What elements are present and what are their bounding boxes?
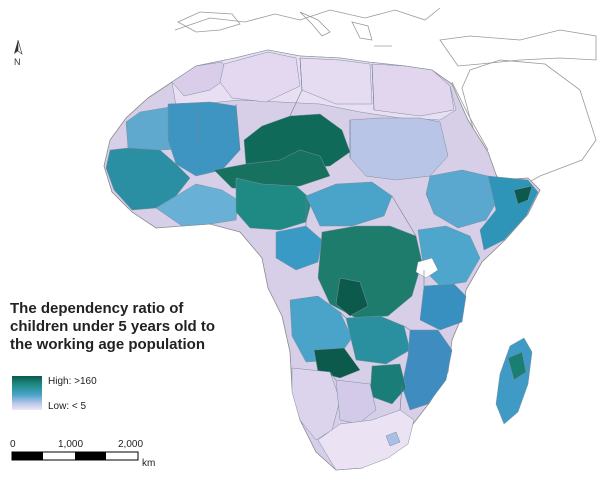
legend-high-label: High: >160 [48, 376, 97, 387]
red-sea-line [451, 81, 489, 151]
legend-title-line: The dependency ratio of [10, 300, 184, 317]
legend-color-ramp [12, 376, 42, 410]
italy-outline [299, 11, 331, 37]
legend-title: The dependency ratio of children under 5… [10, 300, 240, 354]
iberia-outline [177, 11, 241, 33]
legend-title-line: children under 5 years old to [10, 318, 216, 335]
scale-tick-label: 0 [10, 439, 16, 450]
scale-tick-label: 2,000 [118, 439, 144, 450]
scale-unit-label: km [142, 458, 156, 469]
legend-low-label: Low: < 5 [48, 401, 87, 412]
region-sudan [349, 117, 449, 181]
scale-bar-segment-1 [12, 452, 43, 460]
region-zambia-dark [313, 347, 361, 379]
region-algeria-south [219, 51, 301, 103]
region-botswana [335, 379, 377, 425]
region-madagascar-dark [507, 351, 527, 381]
region-madagascar [495, 337, 533, 425]
region-tanzania [419, 283, 467, 331]
scale-bar-segment-3 [75, 452, 106, 460]
legend-title-line: the working age population [10, 336, 205, 353]
region-cameroon-car [305, 181, 393, 227]
region-ethiopia [425, 169, 501, 229]
greece-outline [351, 21, 373, 41]
scale-bar [11, 451, 139, 461]
region-horn-tip [513, 185, 533, 205]
region-south-africa [317, 409, 415, 471]
region-lesotho [385, 431, 401, 447]
neighbouring-land-outlines [174, 7, 597, 191]
country-borders [197, 57, 425, 411]
region-egypt [371, 63, 455, 117]
north-arrow-icon [14, 39, 23, 55]
region-namibia [291, 367, 341, 441]
europe-outline [174, 7, 441, 31]
region-mozambique [401, 329, 453, 411]
region-lake-victoria [415, 257, 439, 279]
north-label: N [14, 57, 21, 67]
choropleth-regions [105, 49, 539, 471]
scale-tick-label: 1,000 [58, 439, 84, 450]
region-drc-core [335, 277, 369, 317]
middle-east-outline [439, 29, 597, 67]
